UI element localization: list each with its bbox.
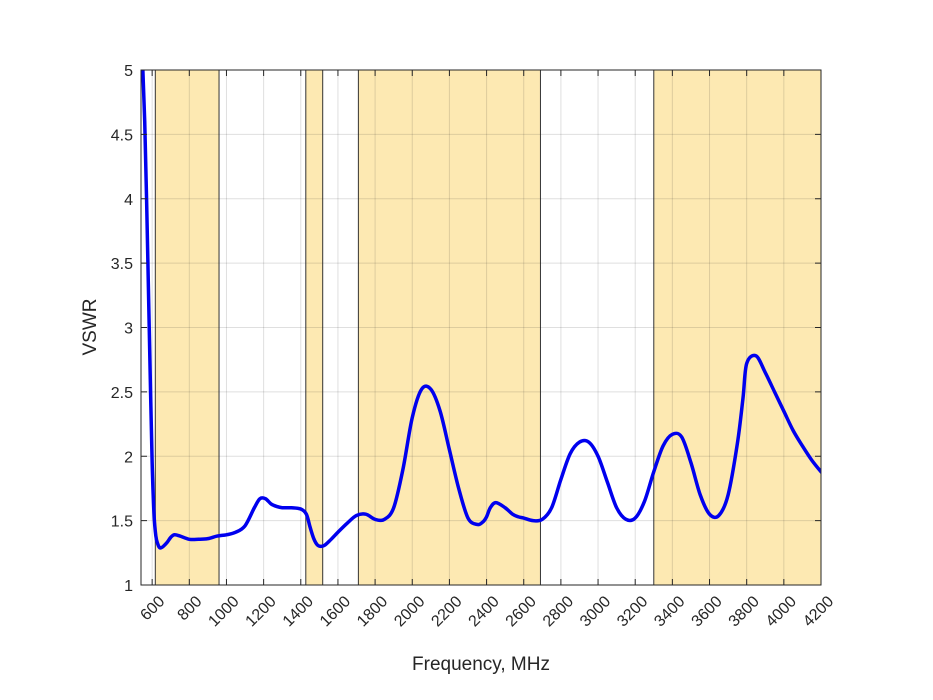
- band-2: [357, 69, 541, 586]
- x-tick-label: 1800: [354, 593, 391, 630]
- x-tick-label: 2800: [540, 593, 577, 630]
- x-tick-label: 1600: [317, 593, 354, 630]
- x-tick-label: 3600: [689, 593, 726, 630]
- x-tick-label: 2000: [391, 593, 428, 630]
- x-tick-label: 4200: [800, 593, 837, 630]
- x-tick-label: 800: [175, 593, 206, 624]
- y-tick-label: 4.5: [111, 127, 133, 144]
- y-axis-label: VSWR: [80, 299, 101, 356]
- band-0: [154, 69, 220, 586]
- vswr-line: [141, 70, 821, 550]
- y-tick-label: 5: [124, 63, 133, 80]
- x-tick-label: 2400: [466, 593, 503, 630]
- x-tick-label: 2600: [503, 593, 540, 630]
- x-tick-label: 1000: [205, 593, 242, 630]
- y-tick-label: 2.5: [111, 385, 133, 402]
- y-tick-label: 3: [124, 321, 133, 338]
- y-tick-label: 3.5: [111, 256, 133, 273]
- y-axis-ticks: 1 1.5 2 2.5 3 3.5 4 4.5 5: [111, 63, 821, 595]
- band-3: [653, 69, 822, 586]
- x-tick-label: 3000: [577, 593, 614, 630]
- x-tick-label: 3800: [726, 593, 763, 630]
- x-tick-label: 1400: [280, 593, 317, 630]
- x-tick-label: 3400: [651, 593, 688, 630]
- x-tick-label: 2200: [428, 593, 465, 630]
- y-tick-label: 2: [124, 449, 133, 466]
- x-tick-label: 600: [137, 593, 168, 624]
- frequency-bands: [154, 69, 822, 586]
- x-tick-label: 3200: [614, 593, 651, 630]
- x-axis-label: Frequency, MHz: [412, 654, 550, 675]
- y-tick-label: 1.5: [111, 514, 133, 531]
- vswr-series: [141, 70, 821, 550]
- y-tick-label: 1: [124, 578, 133, 595]
- x-tick-label: 4000: [763, 593, 800, 630]
- x-tick-label: 1200: [243, 593, 280, 630]
- y-tick-label: 4: [124, 192, 133, 209]
